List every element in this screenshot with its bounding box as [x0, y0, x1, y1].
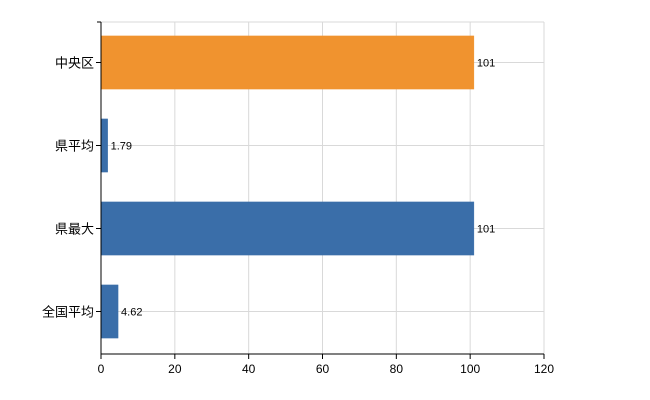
bars [100, 35, 475, 339]
labels: 101 1.79 101 4.62 0 20 40 60 80 100 120 中央区県平均県最大全国… [42, 57, 554, 377]
data-label: 4.62 [121, 307, 142, 319]
category-label: 県平均 [55, 140, 94, 155]
bar-0[interactable] [100, 35, 475, 90]
x-tick-label: 0 [98, 362, 105, 376]
x-tick-label: 120 [534, 362, 554, 376]
bar-2[interactable] [100, 201, 475, 256]
x-tick-label: 20 [168, 362, 182, 376]
axes [96, 21, 545, 359]
x-tick-label: 60 [316, 362, 330, 376]
data-label: 101 [477, 224, 495, 236]
data-label: 101 [477, 58, 495, 70]
x-tick-label: 100 [460, 362, 480, 376]
x-tick-label: 80 [390, 362, 404, 376]
bar-3[interactable] [100, 284, 119, 339]
category-label: 全国平均 [42, 305, 94, 321]
category-label: 中央区 [55, 57, 94, 72]
x-tick-label: 40 [242, 362, 256, 376]
data-label: 1.79 [111, 141, 132, 153]
bar-1[interactable] [100, 118, 108, 173]
category-label: 県最大 [55, 223, 94, 238]
